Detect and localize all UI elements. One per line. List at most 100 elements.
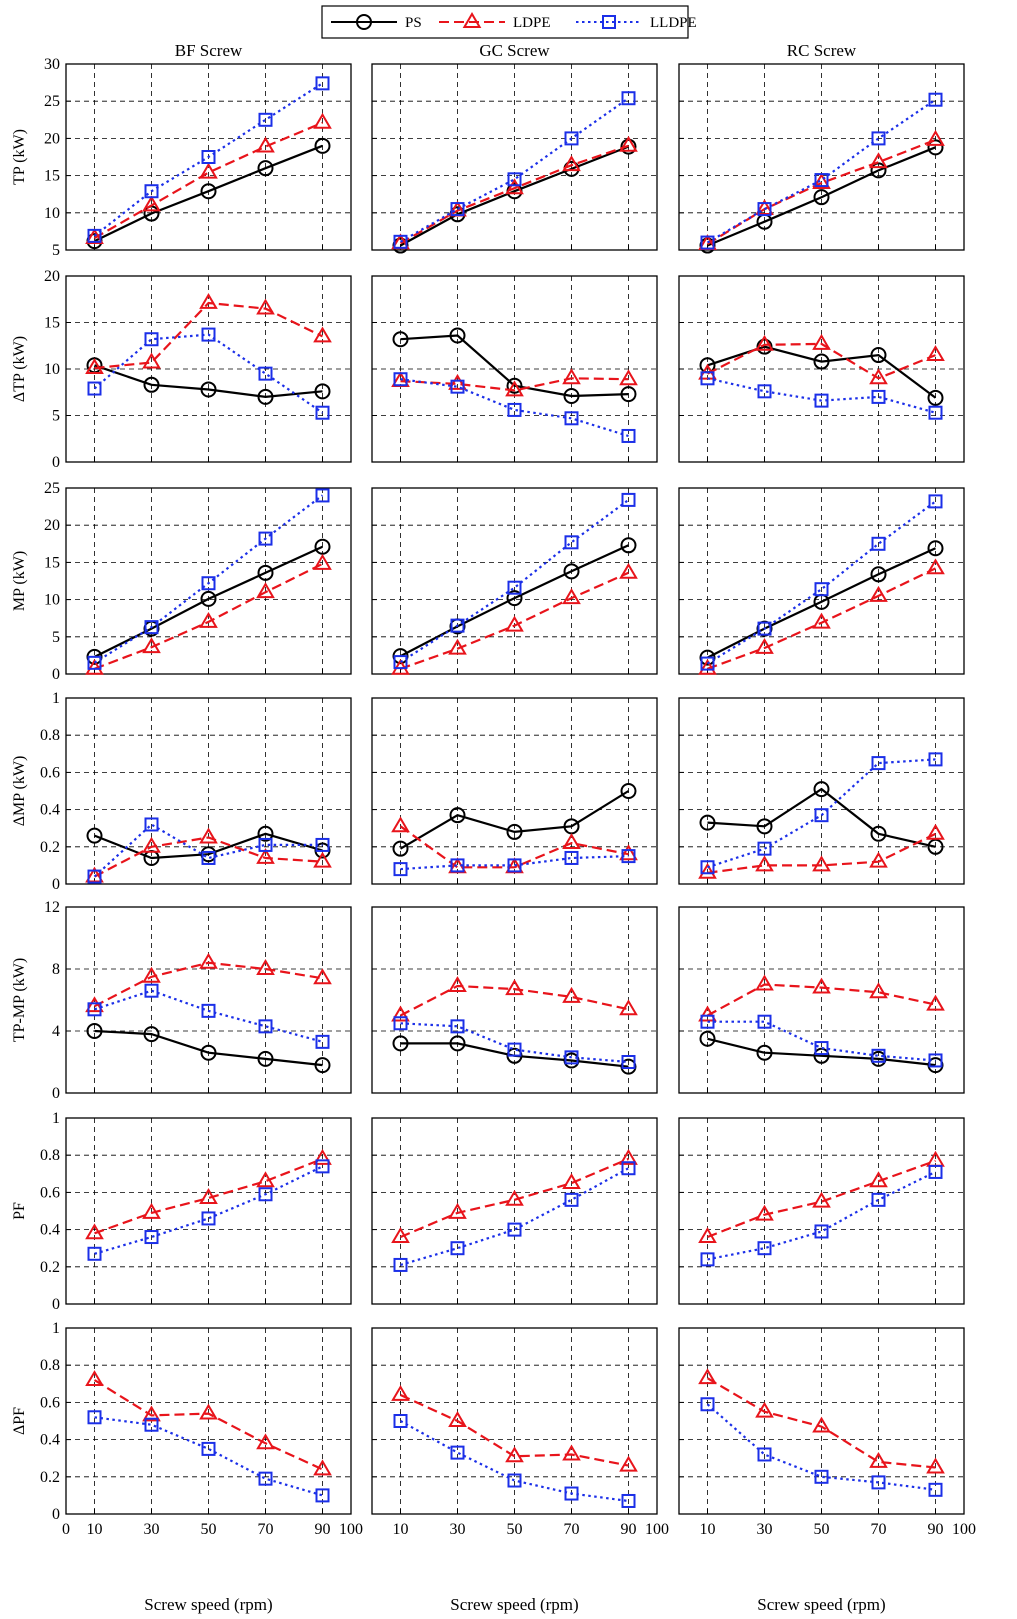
data-point-ldpe: [755, 334, 774, 351]
data-point-ps: [756, 338, 773, 355]
data-point-lldpe: [450, 379, 465, 394]
data-point-lldpe: [928, 1482, 943, 1497]
data-point-ldpe: [869, 1171, 888, 1188]
panel-tp-kw-bf-screw: 0 5 10 15 20: [44, 268, 352, 471]
data-point-ps: [86, 827, 103, 844]
y-tick-label: 1: [52, 1320, 60, 1337]
data-point-lldpe: [87, 869, 102, 884]
data-point-ps: [756, 818, 773, 835]
data-point-ldpe: [926, 129, 945, 146]
data-point-ldpe: [755, 1401, 774, 1418]
series-line-ldpe: [94, 301, 323, 370]
legend: PS LDPE LLDPE: [321, 5, 697, 39]
data-point-ps: [927, 389, 944, 406]
data-point-lldpe: [393, 234, 408, 249]
y-tick-label: 0.2: [40, 839, 60, 856]
panel-mp-kw-gc-screw: [371, 487, 658, 675]
series-lldpe: [87, 1159, 330, 1261]
data-point-ps: [449, 807, 466, 824]
data-point-lldpe: [814, 582, 829, 597]
data-point-ldpe: [869, 1451, 888, 1468]
data-point-ldpe: [869, 585, 888, 602]
series-lldpe: [393, 91, 636, 249]
series-line-lldpe: [707, 758, 936, 869]
data-point-ldpe: [869, 982, 888, 999]
data-point-lldpe: [393, 1257, 408, 1272]
data-point-ps: [620, 386, 637, 403]
data-point-ps: [506, 823, 523, 840]
series-ldpe: [391, 1148, 638, 1243]
series-line-ps: [94, 364, 323, 399]
data-point-ldpe: [926, 345, 945, 362]
data-point-lldpe: [621, 1493, 636, 1508]
data-point-ldpe: [391, 816, 410, 833]
y-tick-label: 0: [52, 1085, 60, 1102]
series-line-ldpe: [94, 562, 323, 670]
series-line-lldpe: [93, 823, 323, 878]
data-point-ldpe: [926, 823, 945, 840]
data-point-ldpe: [313, 1459, 332, 1476]
x-tick-label: 70: [564, 1521, 580, 1538]
data-point-ldpe: [199, 952, 218, 969]
series-ps: [392, 783, 637, 857]
series-lldpe: [393, 492, 636, 670]
series-lldpe: [87, 327, 330, 420]
x-tick-label: 30: [757, 1521, 773, 1538]
y-tick-label: 0: [52, 1296, 60, 1313]
series-ldpe: [698, 558, 945, 675]
data-point-ps: [143, 1026, 160, 1043]
series-line-ps: [399, 145, 629, 247]
data-point-lldpe: [87, 228, 102, 243]
data-point-lldpe: [507, 1473, 522, 1488]
data-point-ldpe: [313, 968, 332, 985]
data-point-lldpe: [871, 756, 886, 771]
series-line-ldpe: [93, 1379, 323, 1471]
series-line-ldpe: [400, 571, 629, 670]
data-point-ps: [870, 566, 887, 583]
data-point-ps: [86, 1023, 103, 1039]
data-point-ps: [392, 840, 409, 857]
data-point-lldpe: [258, 837, 273, 852]
data-point-lldpe: [144, 817, 159, 832]
data-point-lldpe: [700, 371, 715, 386]
data-point-lldpe: [564, 1192, 579, 1207]
data-point-ldpe: [505, 615, 524, 632]
data-point-lldpe: [757, 1447, 772, 1462]
series-ldpe: [698, 974, 945, 1022]
legend-label: PS: [405, 15, 422, 31]
data-point-lldpe: [507, 1222, 522, 1237]
y-tick-label: 5: [52, 629, 60, 646]
series-line-lldpe: [707, 1020, 936, 1062]
data-point-ps: [449, 327, 466, 344]
y-tick-label: 0.2: [40, 1259, 60, 1276]
data-point-lldpe: [393, 372, 408, 387]
row-ylabel-mp-kw: MP (kW): [11, 551, 28, 611]
data-point-ldpe: [199, 1403, 218, 1420]
data-point-lldpe: [700, 1252, 715, 1267]
y-tick-label: 30: [44, 56, 60, 73]
x-axis-label: Screw speed (rpm): [144, 1595, 272, 1614]
data-point-lldpe: [258, 531, 273, 546]
data-point-ps: [257, 388, 274, 405]
panel-pf-gc-screw: [371, 1117, 658, 1305]
column-title-gc-screw: GC Screw: [479, 41, 550, 60]
data-point-ps: [257, 825, 274, 842]
data-point-ps: [756, 1044, 773, 1061]
data-point-ldpe: [256, 582, 275, 599]
data-point-ldpe: [85, 1370, 104, 1387]
data-point-ldpe: [391, 1005, 410, 1022]
data-point-ldpe: [755, 1204, 774, 1221]
data-point-ldpe: [926, 994, 945, 1011]
data-point-lldpe: [507, 580, 522, 595]
x-tick-label: 70: [871, 1521, 887, 1538]
data-point-ps: [813, 189, 830, 206]
data-point-ps: [314, 137, 331, 154]
data-point-ps: [314, 1057, 331, 1074]
data-point-ps: [506, 590, 523, 607]
x-tick-label: 100: [339, 1521, 363, 1538]
data-point-ldpe: [142, 836, 161, 853]
data-point-lldpe: [507, 1042, 522, 1057]
data-point-lldpe: [621, 1161, 636, 1176]
series-line-lldpe: [94, 1416, 323, 1497]
